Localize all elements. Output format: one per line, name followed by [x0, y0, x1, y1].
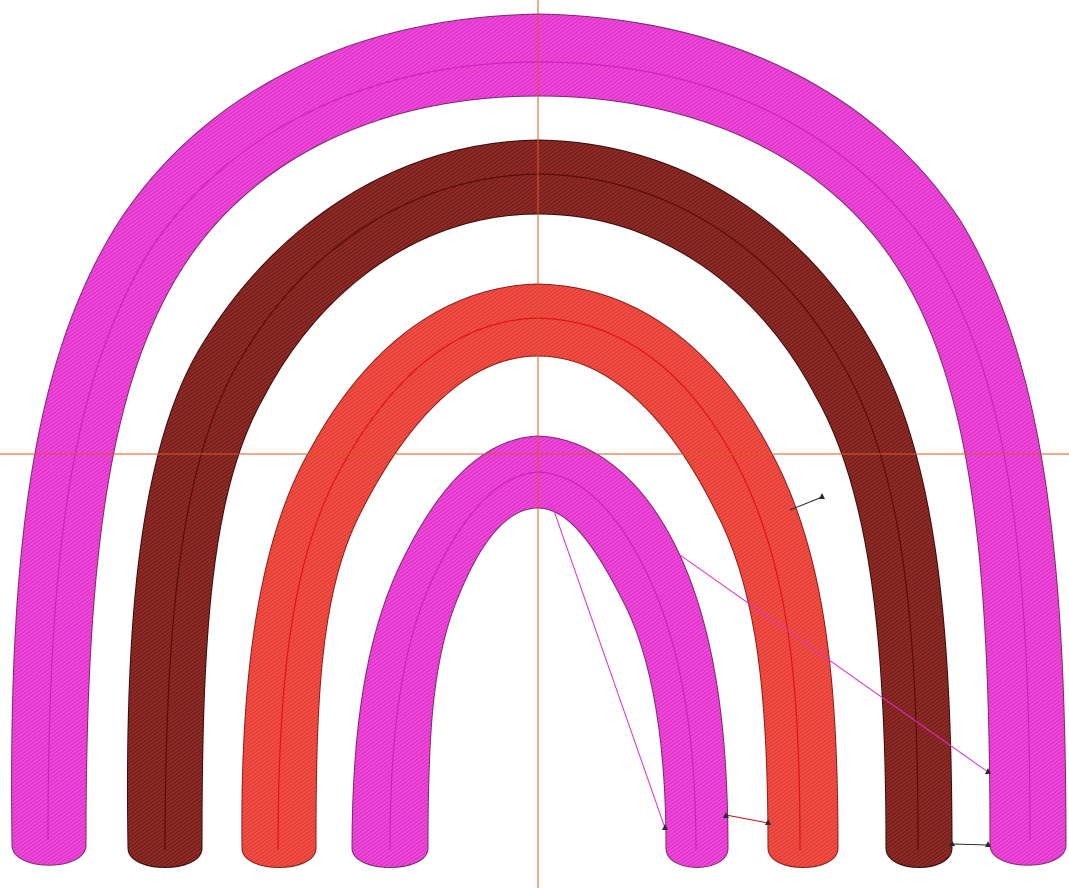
stitch-nodes	[662, 493, 991, 847]
second-band[interactable]	[126, 139, 953, 868]
stitch-node-marker	[662, 824, 668, 830]
stitch-node-marker	[985, 768, 991, 774]
stitch-node-marker	[723, 812, 729, 818]
jump-line	[725, 814, 769, 824]
stitch-node-marker	[949, 840, 955, 846]
stitch-node-marker	[765, 819, 771, 825]
jump-line	[552, 507, 666, 829]
jump-line	[679, 554, 989, 773]
third-band[interactable]	[241, 283, 839, 868]
stitch-node-marker	[985, 841, 991, 847]
jump-stitches	[552, 496, 989, 846]
stitch-node-marker	[819, 493, 825, 499]
jump-line	[951, 843, 989, 846]
jump-line	[789, 496, 823, 511]
outer-band[interactable]	[11, 13, 1067, 866]
inner-band[interactable]	[351, 435, 729, 868]
